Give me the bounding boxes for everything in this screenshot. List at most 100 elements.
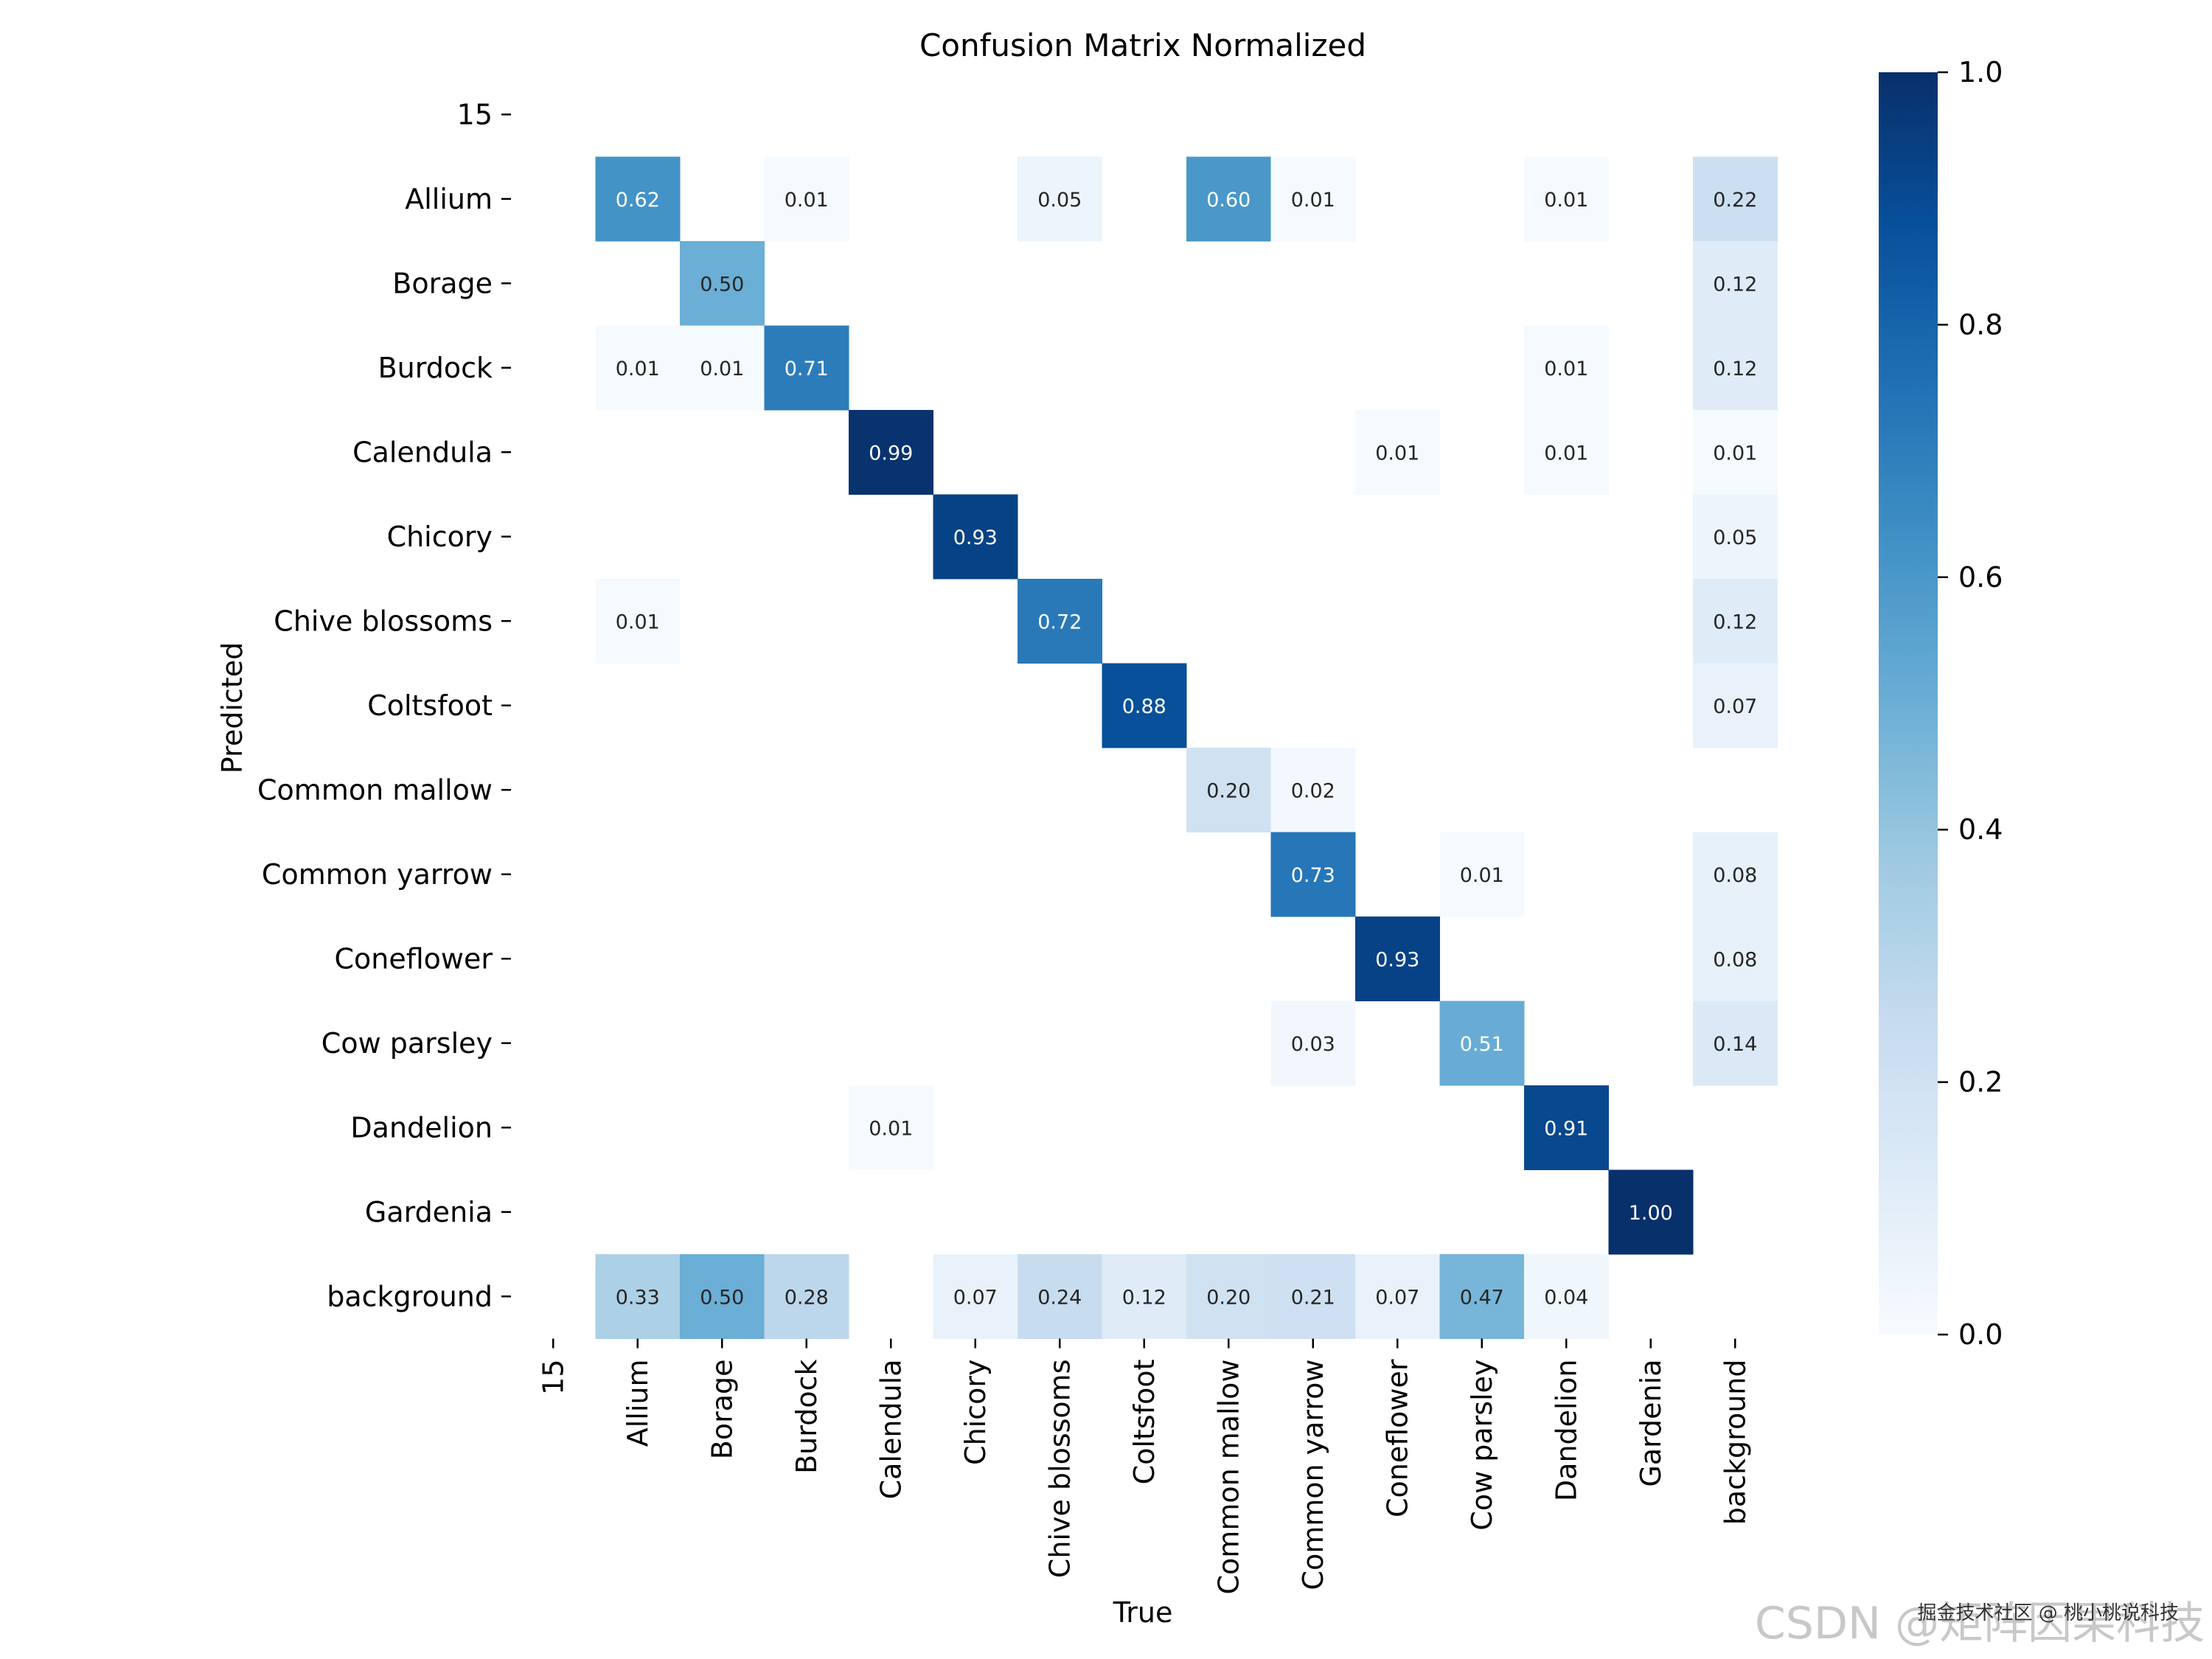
heatmap-cell <box>1693 325 1778 411</box>
heatmap-cell <box>1018 156 1102 242</box>
cell-value-label: 0.01 <box>1460 864 1504 887</box>
watermark-light: CSDN @矩阵因果科技 <box>1755 1598 2205 1649</box>
cell-value-label: 0.50 <box>700 1286 744 1309</box>
heatmap-cell <box>1693 663 1778 748</box>
cell-value-label: 0.01 <box>616 358 660 380</box>
cell-value-label: 0.12 <box>1122 1286 1166 1309</box>
cell-value-label: 0.50 <box>700 273 744 296</box>
heatmap-cell <box>764 1254 849 1339</box>
heatmap-cell <box>1355 1254 1440 1339</box>
heatmap-cell <box>1439 1001 1525 1086</box>
y-tick-label: Dandelion <box>350 1111 493 1144</box>
y-tick-label: Common mallow <box>257 773 493 806</box>
y-tick-label: Coneflower <box>334 942 493 975</box>
heatmap-cell <box>1355 917 1440 1001</box>
colorbar <box>1879 72 1938 1335</box>
cell-value-label: 0.72 <box>1037 611 1082 633</box>
cell-value-label: 0.20 <box>1206 779 1251 802</box>
x-tick-label: Dandelion <box>1550 1360 1582 1502</box>
x-tick-label: Common mallow <box>1212 1360 1245 1595</box>
cell-value-label: 0.08 <box>1713 948 1757 971</box>
heatmap-cell <box>1693 832 1778 917</box>
cell-value-label: 0.88 <box>1122 695 1166 718</box>
cell-value-label: 0.12 <box>1713 358 1757 380</box>
heatmap-cell <box>1693 241 1778 326</box>
colorbar-tick-label: 0.8 <box>1958 308 2003 341</box>
cell-value-label: 0.01 <box>1544 189 1588 212</box>
heatmap-cell <box>1439 832 1525 917</box>
x-tick-label: Common yarrow <box>1297 1360 1329 1590</box>
colorbar-tick-label: 1.0 <box>1958 56 2003 88</box>
cell-value-label: 0.14 <box>1713 1033 1757 1056</box>
y-axis-ticks: 15 Allium Borage Burdock Calendula Chicory Chi… <box>257 98 511 1312</box>
cell-value-label: 0.12 <box>1713 273 1757 296</box>
cell-value-label: 0.51 <box>1460 1033 1504 1056</box>
heatmap-cell <box>595 156 681 242</box>
cell-value-label: 0.99 <box>869 442 913 465</box>
x-tick-label: Gardenia <box>1635 1360 1667 1487</box>
heatmap-cell <box>1270 156 1356 242</box>
cell-value-label: 0.93 <box>1375 948 1419 971</box>
heatmap-cell <box>849 410 933 495</box>
cell-value-label: 0.01 <box>1544 442 1588 465</box>
cell-value-label: 0.93 <box>953 526 998 549</box>
colorbar-ticks: 0.0 0.2 0.4 0.6 0.8 1.0 <box>1938 56 2003 1351</box>
x-tick-label: 15 <box>537 1360 569 1395</box>
colorbar-tick-label: 0.6 <box>1958 561 2003 594</box>
y-tick-label: background <box>327 1280 493 1312</box>
heatmap-cells <box>595 156 1778 1339</box>
heatmap-cell <box>1693 410 1778 495</box>
cell-value-label: 0.33 <box>616 1286 660 1309</box>
heatmap-cell <box>1693 917 1778 1001</box>
cell-value-label: 0.08 <box>1713 864 1757 887</box>
heatmap-cell <box>1524 410 1609 495</box>
heatmap-cell <box>933 1254 1018 1339</box>
heatmap-cell <box>1524 156 1609 242</box>
heatmap-cell <box>1270 832 1356 917</box>
cell-value-label: 0.01 <box>1544 358 1588 380</box>
cell-value-label: 0.05 <box>1037 189 1082 212</box>
cell-value-label: 0.71 <box>785 358 829 380</box>
x-tick-label: Coltsfoot <box>1128 1360 1161 1485</box>
heatmap-cell <box>595 579 681 664</box>
y-tick-label: Chive blossoms <box>274 605 493 637</box>
y-tick-label: Burdock <box>378 352 493 384</box>
heatmap-cell <box>1186 156 1271 242</box>
x-tick-label: Borage <box>706 1360 738 1460</box>
heatmap-cell <box>1524 325 1609 411</box>
cell-value-label: 0.01 <box>869 1117 913 1140</box>
heatmap-cell <box>1355 410 1440 495</box>
cell-value-label: 0.07 <box>953 1286 998 1309</box>
heatmap-cell <box>1439 1254 1525 1339</box>
heatmap-cell <box>764 156 849 242</box>
cell-value-label: 0.07 <box>1713 695 1757 718</box>
cell-value-label: 0.22 <box>1713 189 1757 212</box>
heatmap-cell-labels: 0.62 0.01 0.05 0.60 0.01 0.01 0.22 0.50 0.12 0.01… <box>616 189 1758 1310</box>
x-tick-label: Cow parsley <box>1466 1360 1498 1531</box>
cell-value-label: 0.20 <box>1206 1286 1251 1309</box>
cell-value-label: 1.00 <box>1629 1202 1673 1225</box>
x-tick-label: Coneflower <box>1381 1359 1413 1517</box>
heatmap-cell <box>1186 1254 1271 1339</box>
x-tick-label: Chive blossoms <box>1043 1360 1076 1579</box>
heatmap-cell <box>1693 1001 1778 1086</box>
y-tick-label: Cow parsley <box>321 1027 493 1060</box>
y-tick-label: Gardenia <box>365 1196 493 1228</box>
y-tick-label: Calendula <box>352 436 493 468</box>
x-tick-label: Burdock <box>790 1360 823 1474</box>
colorbar-tick-label: 0.4 <box>1958 813 2003 846</box>
heatmap-cell <box>764 325 849 411</box>
heatmap-cell <box>1102 1254 1187 1339</box>
cell-value-label: 0.01 <box>1291 189 1335 212</box>
x-axis-title: True <box>1113 1596 1173 1629</box>
cell-value-label: 0.07 <box>1375 1286 1419 1309</box>
cell-value-label: 0.01 <box>616 611 660 633</box>
heatmap-cell <box>680 325 765 411</box>
cell-value-label: 0.91 <box>1544 1117 1588 1140</box>
cell-value-label: 0.01 <box>785 189 829 212</box>
colorbar-tick-label: 0.2 <box>1958 1066 2003 1099</box>
cell-value-label: 0.21 <box>1291 1286 1335 1309</box>
cell-value-label: 0.04 <box>1544 1286 1588 1309</box>
cell-value-label: 0.12 <box>1713 611 1757 633</box>
